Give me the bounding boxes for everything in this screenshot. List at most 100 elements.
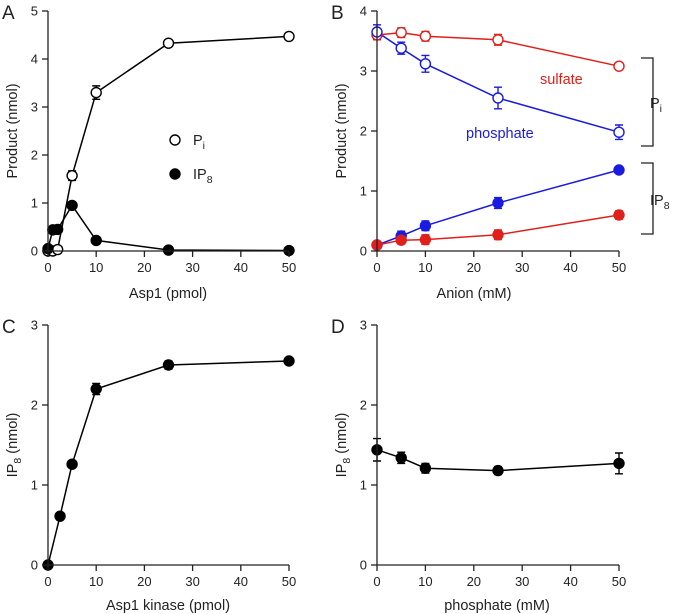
y-axis-label: Product (nmol) (334, 83, 350, 178)
data-point (492, 464, 504, 477)
x-tick-label: 10 (418, 260, 432, 275)
x-tick-label: 10 (89, 574, 103, 589)
data-point (162, 359, 175, 371)
x-axis-label: phosphate (mM) (444, 598, 550, 614)
y-axis-label: IP8 (nmol) (5, 413, 24, 478)
data-point (613, 60, 625, 72)
legend-marker-open (169, 134, 181, 146)
panel-a: A 0 10 20 30 40 50 0 1 2 3 4 5 Asp1 (pmol) Product … (2, 3, 296, 302)
legend-marker-filled (169, 168, 181, 180)
y-tick-label: 0 (31, 558, 38, 573)
x-tick-label: 0 (44, 260, 51, 275)
x-tick-label: 0 (44, 574, 51, 589)
data-point (51, 243, 64, 256)
data-point (90, 234, 102, 247)
annotation-sulfate: sulfate (540, 72, 583, 88)
x-tick-label: 20 (467, 260, 481, 275)
data-point (613, 457, 625, 470)
data-point (395, 452, 407, 464)
x-axis-label: Anion (mM) (437, 286, 512, 302)
x-tick-label: 50 (282, 574, 296, 589)
data-point (90, 86, 102, 99)
x-tick-label: 30 (515, 574, 529, 589)
data-point (66, 199, 78, 212)
data-point (613, 209, 625, 221)
y-tick-label: 2 (360, 124, 367, 139)
data-point (51, 223, 64, 236)
x-axis-label: Asp1 (pmol) (129, 286, 207, 302)
panel-c: C 0 10 20 30 40 50 0 1 2 3 Asp1 kinase (pmol) IP8… (2, 317, 296, 614)
legend: Pi IP8 (169, 133, 213, 186)
panel-letter-b: B (331, 3, 344, 24)
y-axis-label: IP8 (nmol) (334, 413, 353, 478)
y-tick-label: 1 (360, 184, 367, 199)
data-point (395, 234, 407, 246)
x-tick-label: 40 (563, 260, 577, 275)
panel-letter-c: C (2, 317, 16, 338)
x-tick-label: 0 (373, 574, 380, 589)
data-point (419, 462, 432, 474)
panel-letter-d: D (331, 317, 345, 338)
data-point (492, 229, 504, 241)
data-point (90, 383, 102, 395)
series-line (47, 204, 290, 252)
y-tick-label: 1 (360, 478, 367, 493)
y-tick-label: 0 (31, 244, 38, 259)
x-axis-label: Asp1 kinase (pmol) (106, 598, 230, 614)
y-tick-label: 1 (31, 196, 38, 211)
annotation-phosphate: phosphate (466, 126, 534, 142)
panel-b: B 0 10 20 30 40 50 0 1 2 3 4 Anion (mM) Product (n… (331, 3, 670, 302)
legend-label-pi: Pi (193, 133, 205, 152)
x-tick-label: 30 (185, 260, 199, 275)
x-tick-label: 50 (612, 260, 626, 275)
bracket-label-pi: Pi (650, 96, 662, 115)
data-point (283, 355, 295, 367)
series-line (47, 360, 290, 566)
data-point (66, 169, 78, 182)
y-tick-label: 4 (360, 4, 367, 19)
y-tick-label: 2 (31, 148, 38, 163)
x-tick-label: 30 (185, 574, 199, 589)
x-tick-label: 10 (418, 574, 432, 589)
x-tick-label: 20 (137, 574, 151, 589)
y-tick-label: 5 (31, 4, 38, 19)
x-tick-label: 50 (282, 260, 296, 275)
data-point (492, 92, 504, 104)
x-tick-label: 20 (467, 574, 481, 589)
data-point (66, 458, 78, 470)
bracket-label-ip8: IP8 (650, 193, 670, 212)
data-point (162, 37, 175, 49)
y-tick-label: 3 (31, 318, 38, 333)
data-point (419, 58, 432, 70)
data-point (419, 233, 432, 246)
y-tick-label: 3 (360, 318, 367, 333)
y-tick-label: 4 (31, 52, 38, 67)
y-tick-label: 1 (31, 478, 38, 493)
data-point (492, 34, 504, 46)
x-tick-label: 50 (612, 574, 626, 589)
bracket-ip8 (641, 162, 654, 235)
x-tick-label: 40 (563, 574, 577, 589)
bracket-pi (641, 57, 654, 147)
y-tick-label: 0 (360, 244, 367, 259)
y-tick-label: 2 (360, 398, 367, 413)
legend-label-ip8: IP8 (193, 167, 213, 186)
data-point (492, 197, 504, 209)
data-point (419, 30, 432, 42)
data-point (419, 220, 432, 232)
x-tick-label: 40 (234, 574, 248, 589)
data-point (395, 26, 407, 39)
y-axis-label: Product (nmol) (5, 83, 21, 178)
x-tick-label: 30 (515, 260, 529, 275)
x-tick-label: 10 (89, 260, 103, 275)
data-point (283, 30, 295, 43)
y-tick-label: 3 (31, 100, 38, 115)
panel-d: D 0 10 20 30 40 50 0 1 2 3 phosphate (mM) IP8 (nm… (331, 317, 626, 614)
x-tick-label: 20 (137, 260, 151, 275)
data-point (395, 42, 407, 54)
x-tick-label: 0 (373, 260, 380, 275)
data-point (613, 126, 625, 138)
x-tick-label: 40 (234, 260, 248, 275)
data-point (613, 164, 625, 176)
y-tick-label: 2 (31, 398, 38, 413)
